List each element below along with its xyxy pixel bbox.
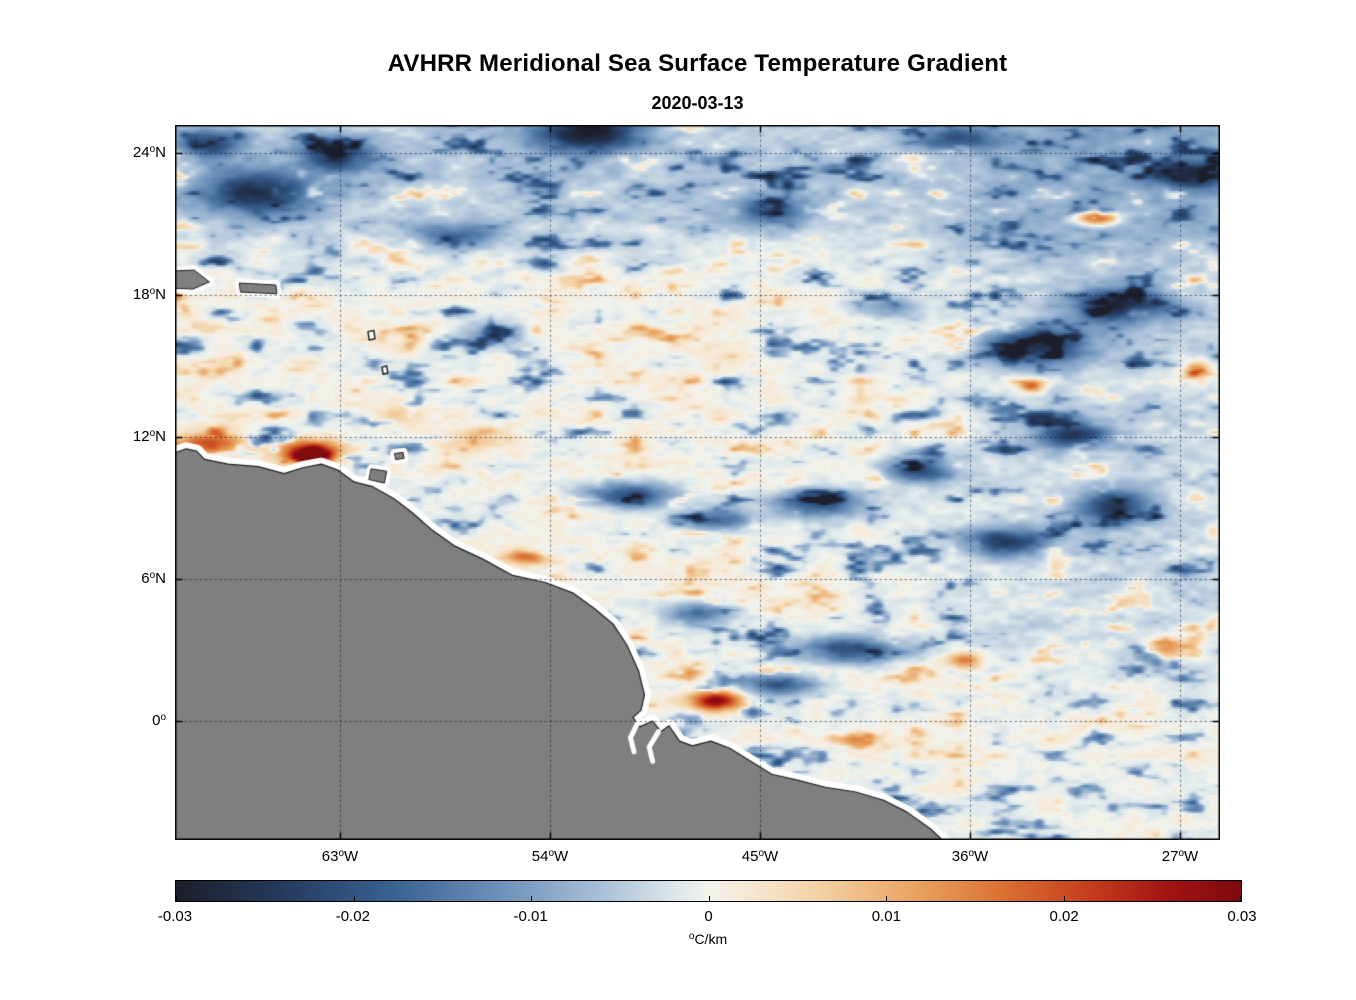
degree-symbol: o (160, 712, 166, 723)
x-tick-label: 45oW (741, 848, 779, 865)
degree-symbol: o (688, 931, 695, 942)
sst-gradient-map-canvas (175, 125, 1220, 840)
degree-symbol: o (149, 143, 156, 155)
colorbar-tick-mark (886, 896, 887, 901)
colorbar-tick-label: -0.01 (513, 908, 548, 925)
degree-symbol: o (1178, 848, 1185, 859)
colorbar-unit-label: oC/km (608, 931, 808, 947)
degree-symbol: o (149, 427, 156, 439)
degree-symbol: o (758, 848, 765, 859)
degree-symbol: o (149, 569, 156, 581)
x-tick-label: 27oW (1161, 848, 1199, 865)
colorbar-tick-mark (531, 896, 532, 901)
chart-title: AVHRR Meridional Sea Surface Temperature… (387, 50, 1008, 77)
degree-symbol: o (968, 848, 975, 859)
y-tick-label: 18oN (132, 285, 166, 303)
y-tick-label: 24oN (132, 143, 166, 161)
unit-text: C/km (694, 931, 728, 947)
colorbar-tick-label: 0 (704, 908, 713, 925)
degree-symbol: o (338, 848, 345, 859)
colorbar-tick-label: 0.01 (871, 908, 901, 925)
x-tick-label: 63oW (321, 848, 359, 865)
colorbar-gradient (175, 880, 1242, 902)
degree-symbol: o (149, 285, 156, 297)
colorbar-tick-label: 0.03 (1227, 908, 1257, 925)
degree-symbol: o (548, 848, 555, 859)
x-tick-label: 54oW (531, 848, 569, 865)
y-tick-label: 12oN (132, 427, 166, 445)
colorbar-tick-label: 0.02 (1049, 908, 1079, 925)
colorbar-tick-mark (1240, 896, 1241, 901)
colorbar-tick-mark (1063, 896, 1065, 901)
colorbar-tick-label: -0.03 (157, 908, 193, 925)
y-tick-label: 0o (152, 712, 166, 729)
colorbar-tick-mark (353, 896, 355, 901)
colorbar-tick-mark (708, 896, 710, 901)
y-tick-label: 6oN (141, 569, 166, 587)
x-tick-label: 36oW (951, 848, 989, 865)
colorbar-tick-mark (176, 896, 177, 901)
chart-date-subtitle: 2020-03-13 (651, 93, 744, 113)
colorbar-tick-label: -0.02 (335, 908, 370, 925)
